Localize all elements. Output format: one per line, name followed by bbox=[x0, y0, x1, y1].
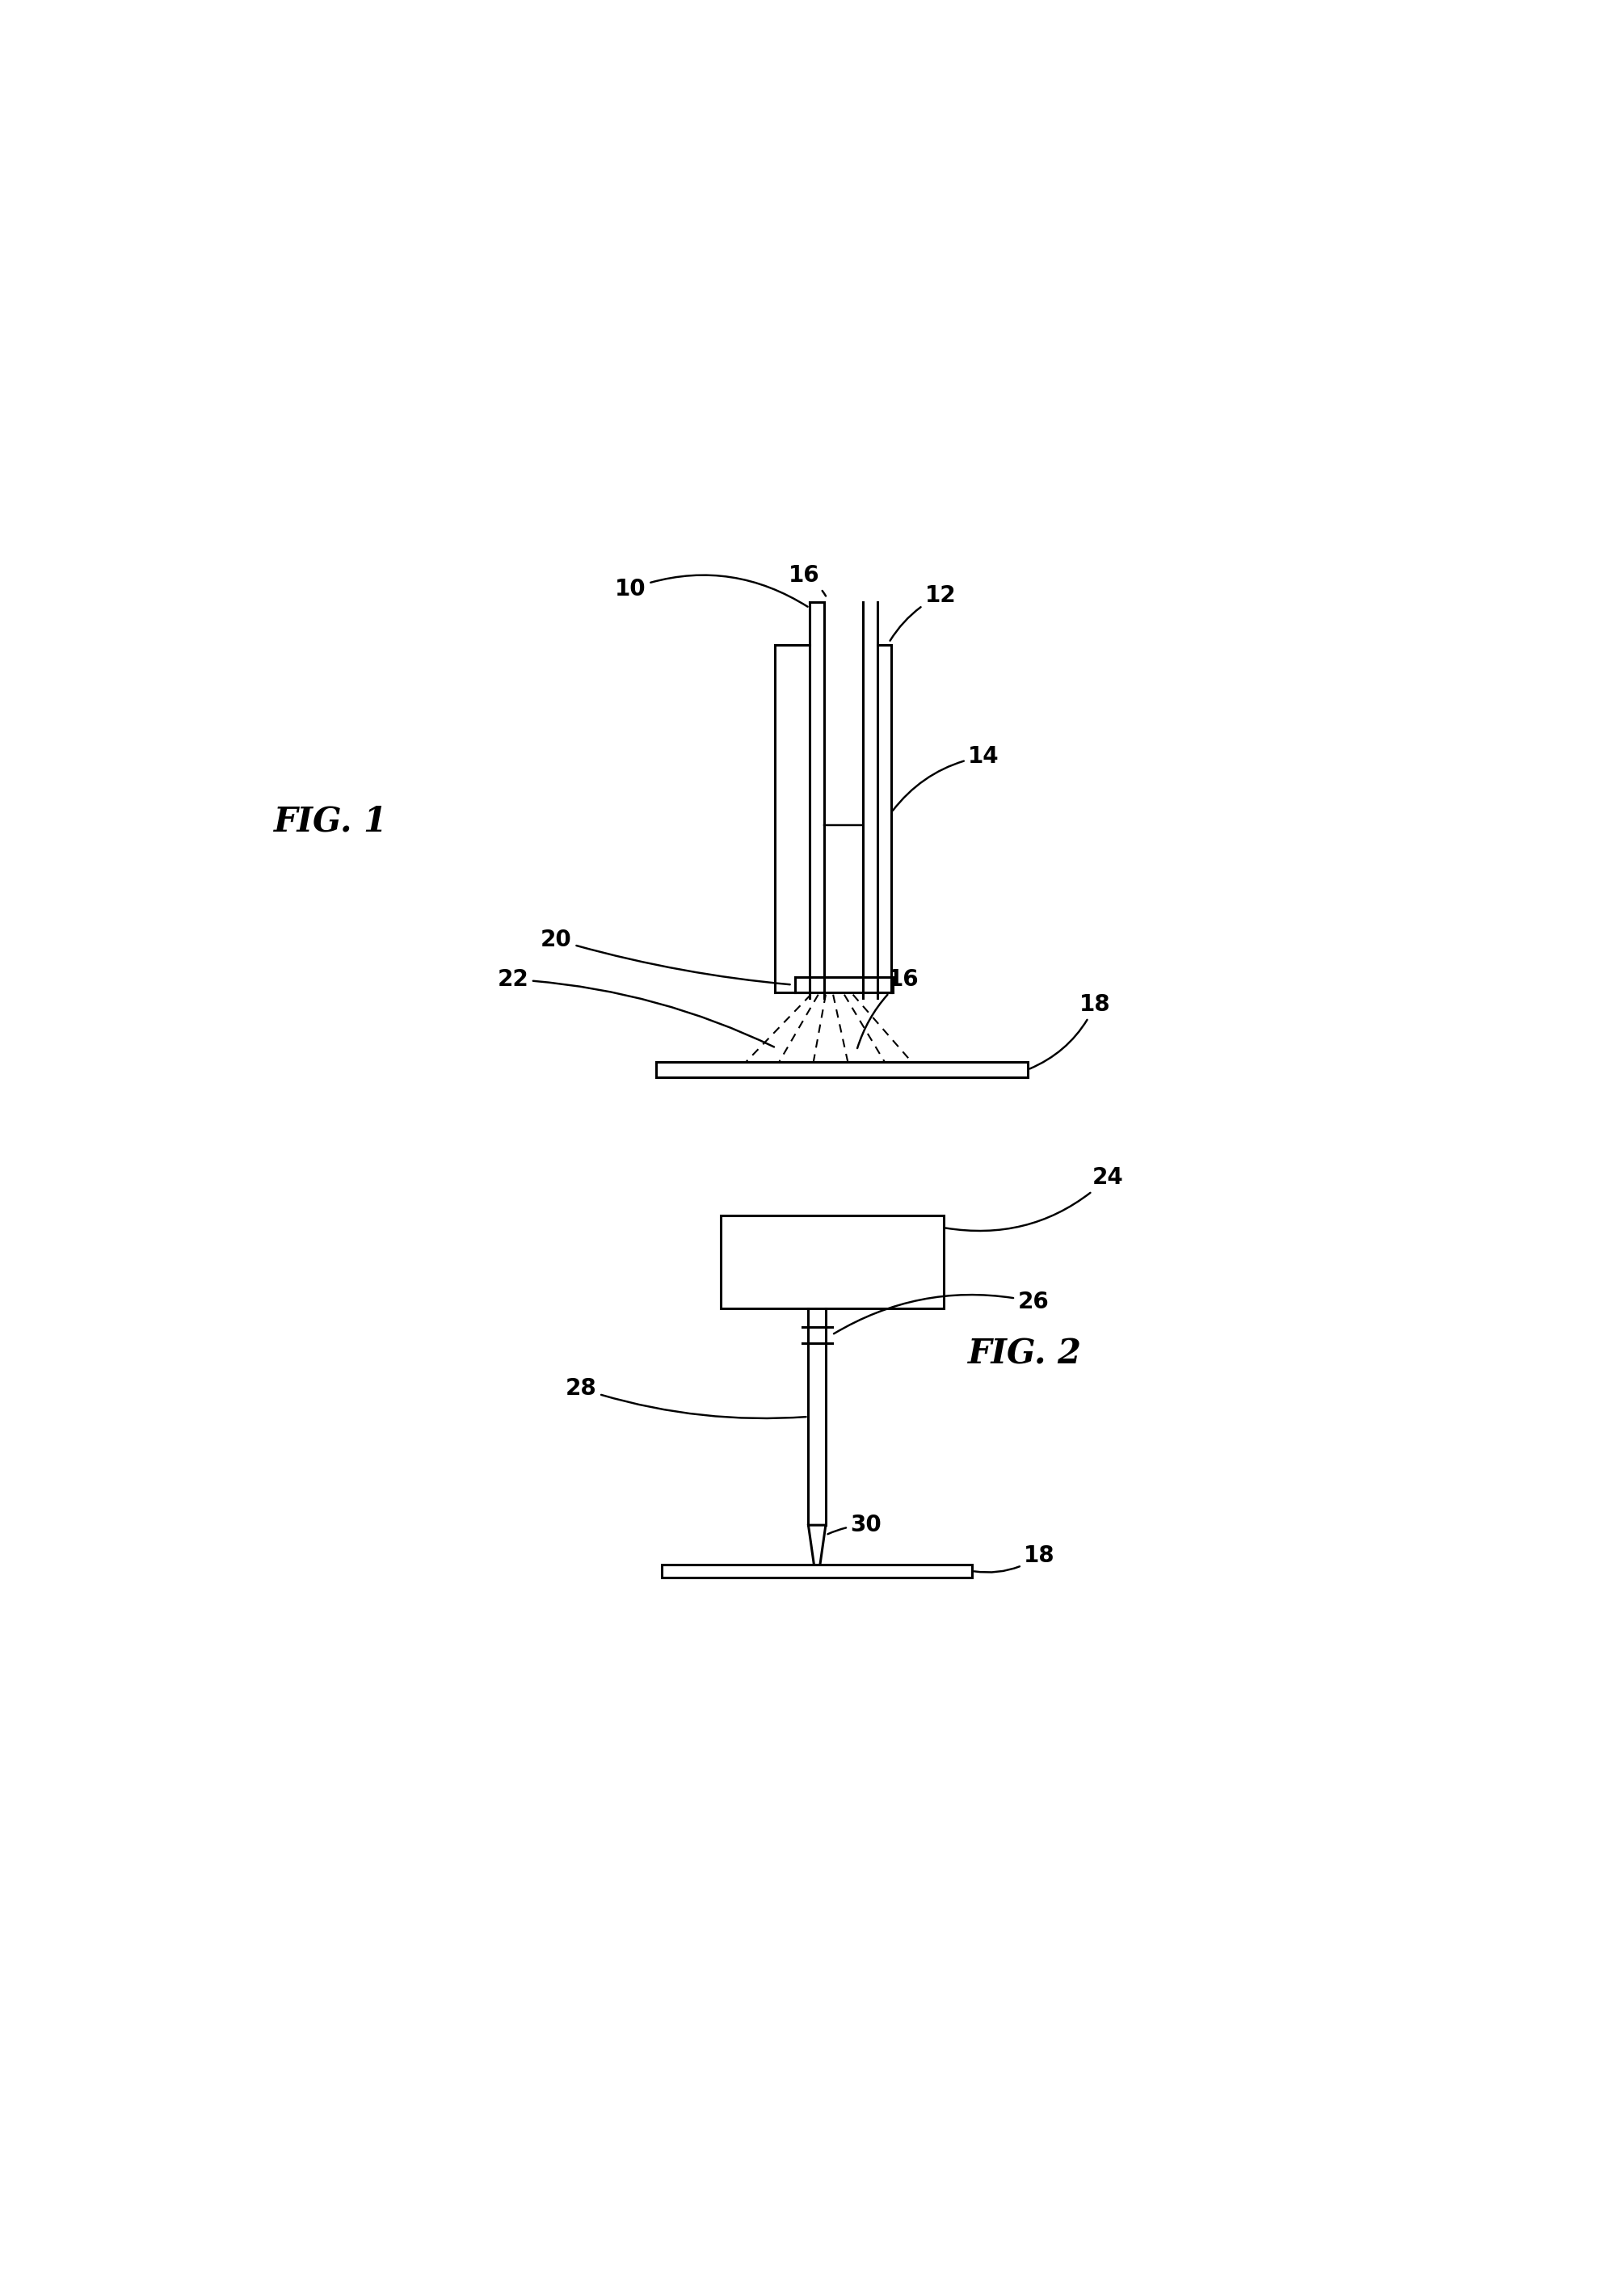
Text: 26: 26 bbox=[833, 1290, 1049, 1334]
Text: FIG. 2: FIG. 2 bbox=[969, 1336, 1083, 1371]
Text: 20: 20 bbox=[540, 928, 790, 985]
Text: 24: 24 bbox=[945, 1166, 1124, 1231]
Text: 30: 30 bbox=[828, 1513, 881, 1536]
Text: 22: 22 bbox=[497, 969, 774, 1047]
Bar bbox=[662, 1566, 972, 1577]
Text: 12: 12 bbox=[891, 583, 956, 641]
Text: FIG. 1: FIG. 1 bbox=[275, 804, 389, 838]
Bar bbox=[721, 1215, 943, 1309]
Text: 28: 28 bbox=[566, 1378, 806, 1419]
Text: 18: 18 bbox=[974, 1545, 1055, 1573]
Text: 18: 18 bbox=[1030, 992, 1111, 1068]
Text: 10: 10 bbox=[616, 574, 807, 606]
Bar bbox=[656, 1061, 1028, 1077]
Text: 14: 14 bbox=[892, 746, 999, 810]
Text: 16: 16 bbox=[788, 565, 825, 597]
Text: 16: 16 bbox=[857, 969, 919, 1049]
